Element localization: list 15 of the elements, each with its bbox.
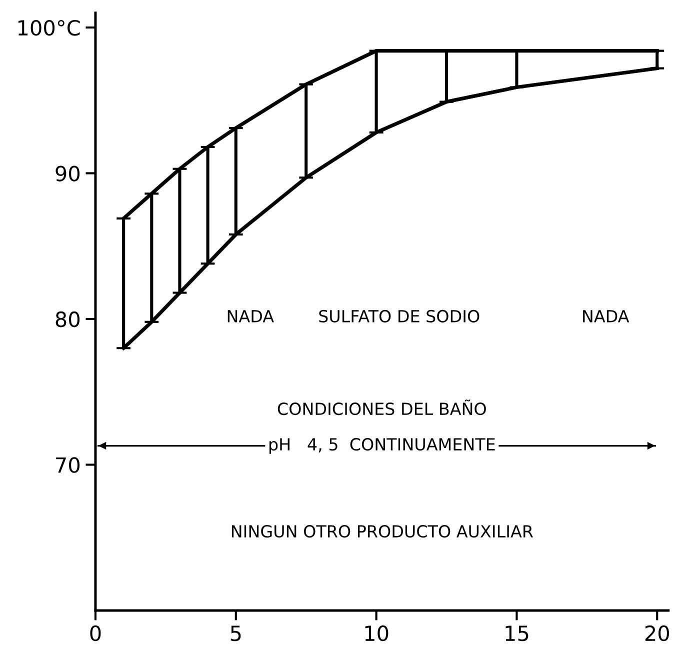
y-tick-label: 100°C [18, 20, 80, 36]
x-tick-label: 15 [506, 626, 528, 642]
annotation: NADA [228, 310, 274, 322]
x-tick-label: 10 [365, 625, 388, 642]
annotation: CONDICIONES DEL BAÑO [278, 400, 486, 416]
x-tick-label: 0 [90, 625, 101, 642]
annotation: NINGUN OTRO PRODUCTO AUXILIAR [232, 525, 534, 538]
x-tick-label: 5 [230, 626, 241, 642]
y-tick-label: 80 [56, 311, 80, 328]
ref-line-label: pH 4, 5 CONTINUAMENTE [269, 438, 495, 454]
x-tick-label: 20 [645, 625, 669, 642]
annotation: NADA [583, 310, 630, 322]
y-tick-label: 90 [56, 166, 80, 182]
annotation: SULFATO DE SODIO [319, 310, 480, 323]
y-tick-label: 70 [56, 457, 80, 473]
